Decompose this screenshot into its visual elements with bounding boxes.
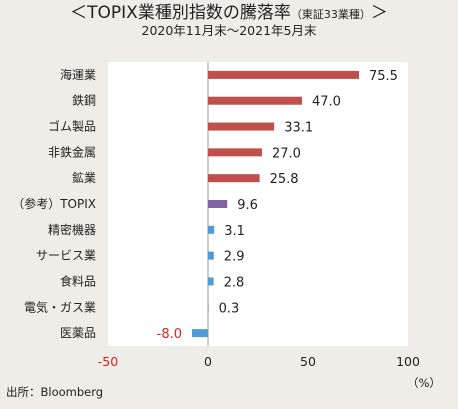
category-label: 鉱業 xyxy=(72,170,96,185)
bar xyxy=(192,329,208,338)
bar xyxy=(208,96,302,105)
bar xyxy=(208,70,359,79)
category-label: 食料品 xyxy=(60,273,96,288)
category-label: 電気・ガス業 xyxy=(24,299,96,314)
x-tick-label: 0 xyxy=(204,354,212,369)
x-tick-label: -50 xyxy=(98,354,118,369)
bar xyxy=(208,174,260,183)
x-axis-unit: （%） xyxy=(407,376,441,390)
data-label: 75.5 xyxy=(369,69,398,84)
bar xyxy=(208,148,262,157)
data-label: 3.1 xyxy=(224,224,245,239)
category-label: ゴム製品 xyxy=(48,119,96,134)
x-tick-label: 50 xyxy=(300,354,316,369)
category-label: （参考）TOPIX xyxy=(12,196,96,211)
x-tick-label: 100 xyxy=(396,354,420,369)
category-label: 海運業 xyxy=(60,67,96,82)
bar xyxy=(208,122,275,131)
category-label: 鉄鋼 xyxy=(72,93,96,108)
chart-title-paren: （東証33業種） xyxy=(290,8,371,21)
data-label: 47.0 xyxy=(312,95,341,110)
data-label: 33.1 xyxy=(284,121,313,136)
chart-title-close: ＞ xyxy=(370,3,388,23)
chart-title-main: ＜TOPIX業種別指数の騰落率 xyxy=(70,3,291,23)
chart-subtitle: 2020年11月末～2021年5月末 xyxy=(141,23,317,38)
category-label: 医薬品 xyxy=(60,326,96,340)
data-label: -8.0 xyxy=(157,327,182,342)
plot-area xyxy=(108,62,408,346)
data-label: 2.9 xyxy=(224,250,245,265)
category-label: サービス業 xyxy=(36,249,96,263)
data-label: 2.8 xyxy=(224,275,245,290)
data-label: 27.0 xyxy=(272,146,301,161)
category-label: 精密機器 xyxy=(48,222,96,237)
category-label: 非鉄金属 xyxy=(48,144,96,159)
bar xyxy=(208,277,214,286)
bar xyxy=(208,303,209,312)
data-label: 9.6 xyxy=(237,198,258,213)
bar xyxy=(208,251,214,260)
data-label: 0.3 xyxy=(219,301,240,316)
bar xyxy=(208,200,228,208)
source-note: 出所：Bloomberg xyxy=(6,385,104,399)
data-label: 25.8 xyxy=(270,172,299,187)
chart-title: ＜TOPIX業種別指数の騰落率（東証33業種）＞ xyxy=(0,3,458,25)
bar xyxy=(208,225,215,234)
